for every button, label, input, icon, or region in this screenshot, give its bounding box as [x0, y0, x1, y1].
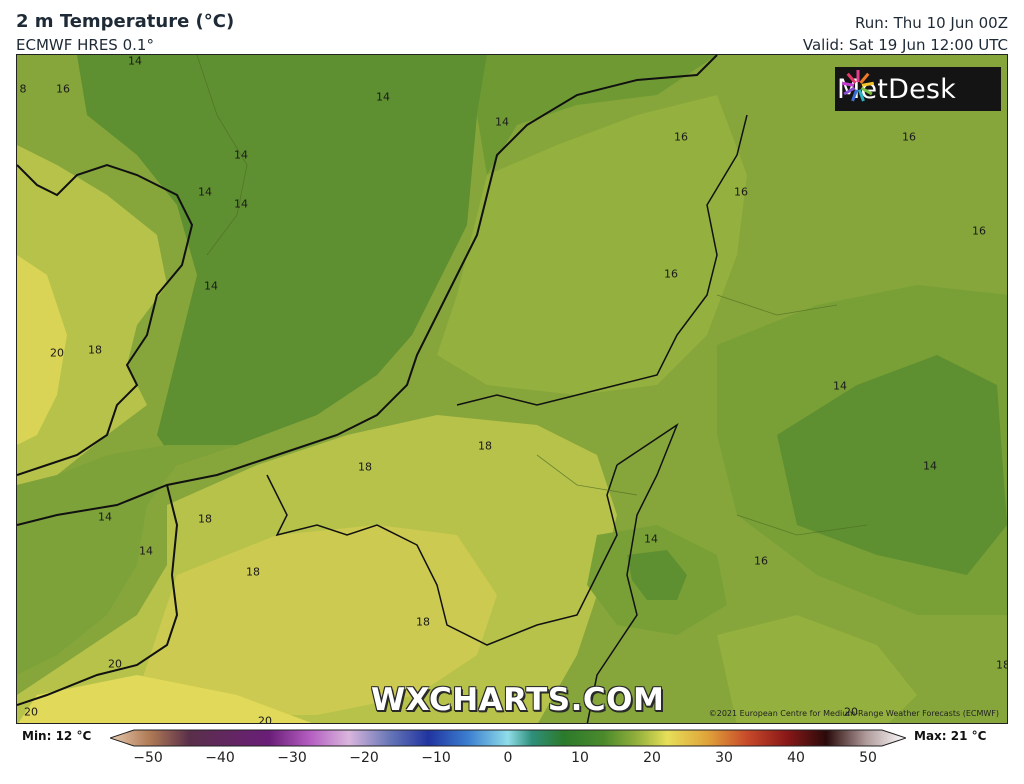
contour-label: 14	[376, 90, 390, 104]
colorbar-tick-label: 30	[715, 750, 733, 766]
contour-label: 14	[128, 54, 142, 68]
contour-label: 14	[234, 148, 248, 162]
copyright-notice: ©2021 European Centre for Medium-Range W…	[708, 709, 999, 718]
contour-label: 14	[833, 379, 847, 393]
contour-label: 14	[923, 459, 937, 473]
valid-label: Valid: Sat 19 Jun 12:00 UTC	[802, 36, 1008, 54]
colorbar-tick-label: −40	[205, 750, 235, 766]
wxcharts-watermark: WXCHARTS.COM	[371, 682, 665, 718]
colorbar-tick-label: 10	[571, 750, 589, 766]
contour-label: 14	[139, 544, 153, 558]
contour-label: 16	[972, 224, 986, 238]
min-temp-label: Min: 12 °C	[22, 729, 92, 743]
colorbar-tick-label: 0	[503, 750, 513, 766]
contour-label: 16	[754, 554, 768, 568]
colorbar-tick-label: −10	[421, 750, 451, 766]
contour-label: 18	[996, 658, 1007, 672]
contour-label: 16	[734, 185, 748, 199]
map-canvas	[17, 55, 1007, 723]
colorbar-tick-label: −50	[133, 750, 163, 766]
colorbar-tick-label: 40	[787, 750, 805, 766]
contour-label: 18	[198, 512, 212, 526]
temperature-map[interactable]: 8 14 16 14 14 14 14 14 14 16 16 16 16 16…	[16, 54, 1008, 724]
contour-label: 20	[50, 346, 64, 360]
contour-label: 16	[902, 130, 916, 144]
model-label: ECMWF HRES 0.1°	[16, 36, 154, 54]
colorbar-tick-label: −20	[349, 750, 379, 766]
metdesk-logo-icon	[841, 70, 875, 102]
contour-label: 20	[844, 705, 858, 719]
colorbar-tick-label: 50	[859, 750, 877, 766]
contour-label: 16	[664, 267, 678, 281]
contour-label: 18	[88, 343, 102, 357]
contour-label: 18	[246, 565, 260, 579]
max-temp-label: Max: 21 °C	[914, 729, 987, 743]
contour-label: 14	[644, 532, 658, 546]
contour-label: 14	[198, 185, 212, 199]
contour-label: 20	[258, 714, 272, 724]
chart-title: 2 m Temperature (°C)	[16, 11, 235, 32]
contour-label: 18	[478, 439, 492, 453]
contour-label: 14	[204, 279, 218, 293]
contour-label: 16	[674, 130, 688, 144]
contour-label: 18	[358, 460, 372, 474]
metdesk-logo: MetDesk	[835, 67, 1001, 111]
contour-label: 16	[56, 82, 70, 96]
contour-label: 20	[24, 705, 38, 719]
contour-label: 18	[416, 615, 430, 629]
contour-label: 20	[108, 657, 122, 671]
contour-label: 14	[98, 510, 112, 524]
colorbar: Min: 12 °C Max: 21 °C −50 −40 −30 −20 −10 0 10…	[0, 726, 1024, 784]
contour-label: 14	[495, 115, 509, 129]
colorbar-strip	[110, 729, 906, 747]
contour-label: 14	[234, 197, 248, 211]
colorbar-tick-label: −30	[277, 750, 307, 766]
run-label: Run: Thu 10 Jun 00Z	[855, 14, 1008, 32]
colorbar-tick-label: 20	[643, 750, 661, 766]
contour-label: 8	[19, 82, 27, 96]
